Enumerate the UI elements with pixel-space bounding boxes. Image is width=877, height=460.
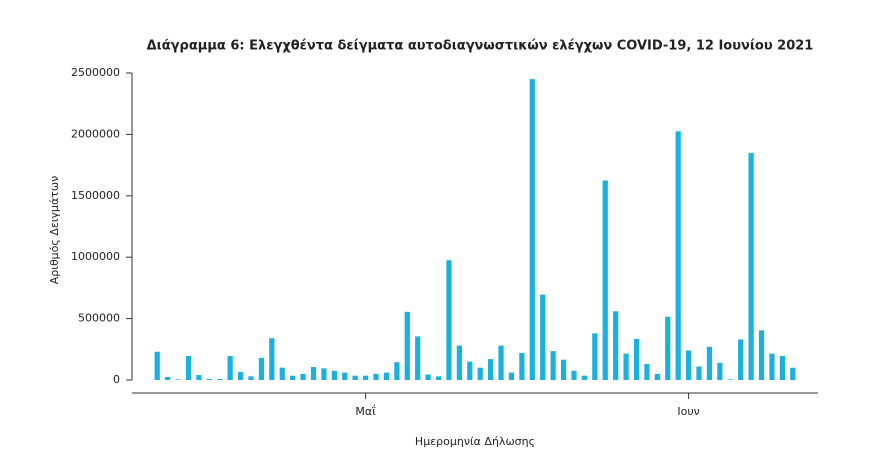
bar bbox=[206, 379, 212, 380]
chart-title: Διάγραμμα 6: Ελεγχθέντα δείγματα αυτοδια… bbox=[147, 39, 814, 54]
bar bbox=[373, 373, 379, 380]
bar bbox=[665, 316, 671, 380]
bar bbox=[456, 345, 462, 380]
bar bbox=[529, 79, 535, 380]
bar bbox=[706, 346, 713, 380]
bar bbox=[644, 364, 650, 380]
bar bbox=[237, 372, 244, 380]
bar bbox=[623, 353, 629, 380]
bar bbox=[540, 294, 546, 380]
bar bbox=[342, 372, 348, 380]
bar bbox=[352, 375, 358, 380]
bar bbox=[248, 376, 254, 380]
bar bbox=[571, 370, 577, 380]
bar bbox=[675, 131, 681, 380]
bar bbox=[185, 356, 192, 380]
y-tick-label: 1000000 bbox=[71, 250, 120, 263]
bar bbox=[175, 379, 181, 380]
bar bbox=[758, 330, 765, 380]
bar bbox=[217, 379, 223, 380]
bar bbox=[696, 366, 702, 380]
bar bbox=[550, 351, 556, 380]
bar bbox=[362, 375, 369, 380]
bar bbox=[498, 345, 504, 380]
bar bbox=[331, 370, 337, 380]
bar bbox=[279, 367, 285, 380]
bar bbox=[488, 359, 494, 380]
bar bbox=[425, 374, 431, 380]
bar bbox=[300, 373, 306, 380]
bar bbox=[769, 353, 775, 380]
bar bbox=[383, 372, 390, 380]
bar bbox=[738, 339, 744, 380]
y-tick-label: 0 bbox=[113, 373, 120, 386]
bar bbox=[508, 372, 515, 380]
bar bbox=[613, 311, 619, 380]
bar bbox=[581, 375, 588, 380]
y-tick-label: 1500000 bbox=[71, 189, 120, 202]
y-axis-label: Αριθμός Δειγμάτων bbox=[48, 176, 61, 285]
x-axis-label: Ημερομηνία Δήλωσης bbox=[415, 435, 535, 448]
bar bbox=[321, 368, 327, 380]
bar bbox=[154, 351, 160, 380]
bar bbox=[592, 333, 598, 380]
x-tick-label: Ιουν bbox=[677, 405, 699, 418]
bar bbox=[415, 336, 421, 380]
bar bbox=[779, 356, 785, 380]
bar bbox=[310, 367, 317, 380]
y-tick-label: 2500000 bbox=[71, 66, 120, 79]
bar bbox=[404, 311, 410, 380]
bar bbox=[477, 367, 483, 380]
bar bbox=[196, 375, 202, 380]
bar bbox=[435, 376, 442, 380]
bar bbox=[290, 375, 296, 380]
bar bbox=[519, 352, 525, 380]
y-tick-label: 500000 bbox=[78, 312, 120, 325]
x-tick-label: Μαΐ bbox=[355, 404, 376, 418]
bar bbox=[560, 359, 567, 380]
bar bbox=[727, 379, 733, 380]
bar bbox=[394, 362, 400, 380]
bar bbox=[227, 356, 233, 380]
bar bbox=[717, 362, 723, 380]
bar bbox=[602, 180, 608, 380]
bar bbox=[467, 361, 473, 380]
bar bbox=[269, 338, 275, 380]
bar bbox=[633, 338, 640, 380]
bar bbox=[258, 357, 265, 380]
bar bbox=[748, 152, 754, 380]
bar bbox=[654, 373, 660, 380]
bar bbox=[165, 376, 171, 380]
bar bbox=[790, 367, 796, 380]
bar bbox=[685, 350, 692, 380]
bar bbox=[446, 260, 452, 380]
y-tick-label: 2000000 bbox=[71, 127, 120, 140]
